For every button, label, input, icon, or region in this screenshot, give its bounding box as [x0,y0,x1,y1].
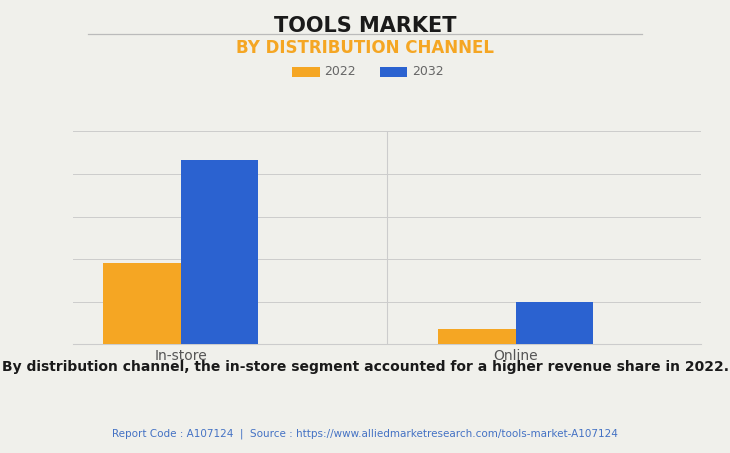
Bar [515,302,593,344]
Text: By distribution channel, the in-store segment accounted for a higher revenue sha: By distribution channel, the in-store se… [1,360,729,374]
Text: Report Code : A107124  |  Source : https://www.alliedmarketresearch.com/tools-ma: Report Code : A107124 | Source : https:/… [112,428,618,439]
Bar [181,160,258,344]
Bar [104,263,181,344]
Text: TOOLS MARKET: TOOLS MARKET [274,16,456,36]
Text: 2032: 2032 [412,65,443,78]
Text: 2022: 2022 [324,65,356,78]
Bar [438,329,515,344]
Text: BY DISTRIBUTION CHANNEL: BY DISTRIBUTION CHANNEL [236,39,494,57]
